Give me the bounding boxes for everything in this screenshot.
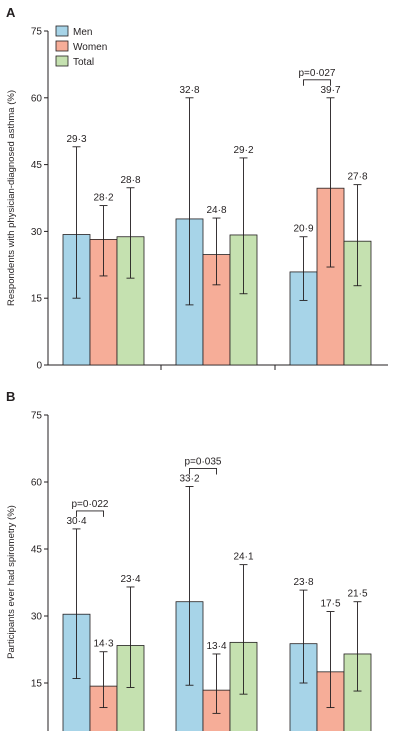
panel-a-y-axis-label: Respondents with physician-diagnosed ast…: [6, 90, 17, 306]
panel-b-data-label: 21·5: [347, 589, 367, 600]
legend-label-women: Women: [73, 42, 107, 53]
panel-b-data-label: 23·8: [293, 577, 313, 588]
panel-b-y-tick-label: 30: [31, 612, 43, 623]
panel-b-data-label: 23·4: [120, 574, 140, 585]
panel-b-y-tick-label: 15: [31, 679, 43, 690]
panel-a-data-label: 24·8: [206, 205, 226, 216]
panel-b-data-label: 14·3: [93, 639, 113, 650]
panel-b-p-value-label: p=0·035: [185, 456, 222, 467]
panel-a-significance-bracket: [303, 79, 331, 86]
panel-b-data-label: 17·5: [320, 599, 340, 610]
panel-b-y-axis-label: Participants ever had spirometry (%): [6, 505, 17, 659]
chart-marks: 0 15 30 45 60 75 29·3 32·8 20·9 28·2 24·8 39·7 28·8 2…: [31, 27, 388, 731]
legend-swatch-women: [55, 40, 69, 52]
panel-b-data-label: 13·4: [206, 641, 226, 652]
panel-a-letter: A: [6, 5, 16, 20]
panel-a-data-label: 39·7: [320, 85, 340, 96]
panel-b: B Participants ever had spirometry (%): [6, 389, 17, 659]
legend-swatch-men: [55, 25, 69, 37]
panel-a-y-tick-label: 15: [31, 294, 43, 305]
panel-a-data-label: 27·8: [347, 172, 367, 183]
panel-b-significance-bracket: [189, 468, 217, 475]
panel-a-y-tick-label: 30: [31, 227, 43, 238]
panel-a-y-tick-label: 45: [31, 160, 43, 171]
panel-b-y-tick-label: 75: [31, 411, 43, 422]
panel-b-y-tick-label: 60: [31, 478, 43, 489]
legend-label-total: Total: [73, 57, 94, 68]
panel-a: A Respondents with physician-diagnosed a…: [6, 5, 107, 306]
panel-b-significance-bracket: [76, 510, 104, 517]
panel-a-data-label: 32·8: [179, 85, 199, 96]
panel-b-p-value-label: p=0·022: [72, 499, 109, 510]
panel-b-data-label: 24·1: [233, 552, 253, 563]
panel-b-y-tick-label: 45: [31, 545, 43, 556]
panel-a-data-label: 29·2: [233, 145, 253, 156]
panel-a-y-tick-label: 60: [31, 93, 43, 104]
legend: Men Women Total: [55, 25, 107, 68]
panel-b-letter: B: [6, 389, 15, 404]
legend-swatch-total: [55, 55, 69, 67]
panel-a-data-label: 29·3: [66, 134, 86, 145]
panel-b-data-label: 30·4: [66, 516, 86, 527]
panel-a-p-value-label: p=0·027: [299, 68, 336, 79]
panel-a-data-label: 20·9: [293, 224, 313, 235]
panel-a-y-tick-label: 75: [31, 27, 43, 38]
panel-a-data-label: 28·2: [93, 193, 113, 204]
legend-label-men: Men: [73, 27, 92, 38]
panel-a-y-tick-label: 0: [36, 361, 42, 372]
panel-b-data-label: 33·2: [179, 473, 199, 484]
panel-a-data-label: 28·8: [120, 175, 140, 186]
